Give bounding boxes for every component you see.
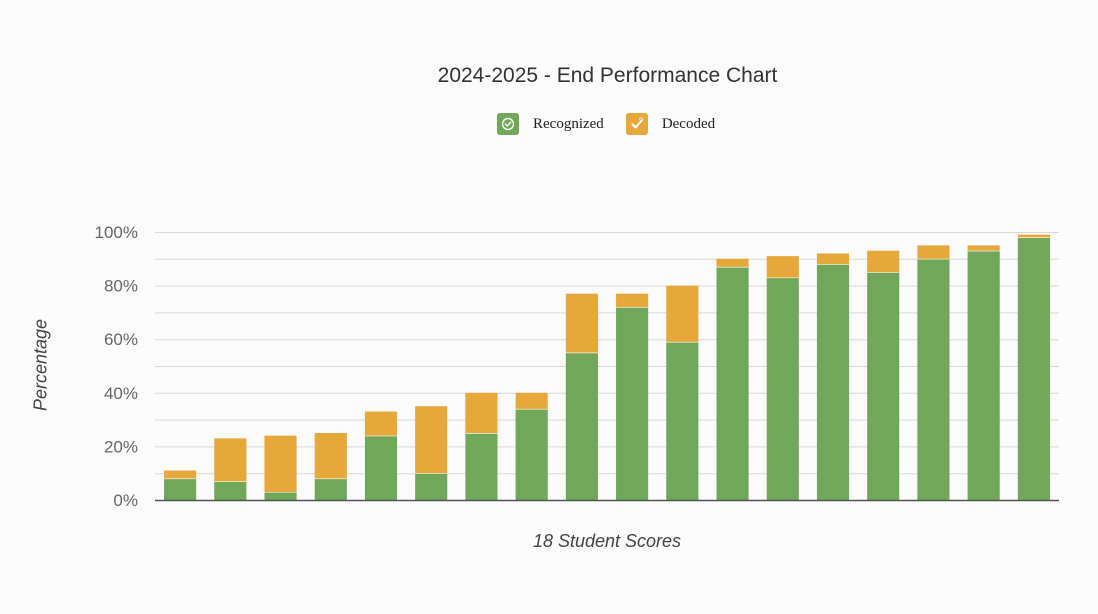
bar-decoded-7	[465, 392, 498, 433]
bar-recognized-7	[465, 433, 498, 500]
legend-item-recognized: Recognized	[497, 113, 604, 135]
bar-decoded-11	[666, 285, 699, 342]
bar-recognized-9	[565, 352, 598, 500]
bar-decoded-8	[515, 392, 548, 409]
bar-decoded-13	[766, 256, 799, 278]
bar-recognized-11	[666, 341, 699, 500]
bar-decoded-16	[917, 245, 950, 259]
bar-recognized-18	[1017, 237, 1050, 501]
bar-recognized-3	[264, 491, 297, 500]
y-tick-label: 80%	[104, 277, 138, 296]
legend-label-decoded: Decoded	[661, 115, 716, 132]
bar-recognized-8	[515, 408, 548, 500]
bar-decoded-2	[214, 438, 247, 482]
bar-recognized-16	[917, 258, 950, 500]
bar-recognized-2	[214, 481, 247, 500]
bar-decoded-18	[1017, 234, 1050, 238]
legend-label-recognized: Recognized	[533, 115, 604, 132]
bar-decoded-1	[164, 470, 197, 479]
bar-decoded-10	[616, 293, 649, 308]
bar-recognized-5	[364, 435, 398, 500]
bar-recognized-13	[766, 277, 799, 500]
chart-title: 2024-2025 - End Performance Chart	[437, 64, 778, 87]
bar-recognized-15	[867, 272, 900, 500]
bar-recognized-6	[415, 473, 448, 500]
bar-recognized-12	[716, 266, 749, 500]
y-tick-label: 100%	[95, 223, 138, 242]
bar-recognized-14	[816, 264, 850, 500]
bar-decoded-15	[867, 250, 900, 273]
bar-decoded-9	[565, 293, 598, 353]
bar-recognized-4	[314, 478, 347, 500]
bar-decoded-17	[967, 245, 1000, 251]
bar-recognized-10	[616, 307, 649, 500]
bar-decoded-6	[415, 406, 448, 474]
bar-decoded-12	[716, 258, 749, 267]
bar-recognized-17	[967, 250, 1000, 500]
bar-recognized-1	[164, 478, 197, 500]
bar-decoded-5	[364, 411, 398, 436]
y-tick-label: 60%	[104, 330, 138, 349]
legend-item-decoded: Decoded	[625, 113, 716, 135]
x-axis-title: 18 Student Scores	[532, 531, 682, 551]
bar-decoded-14	[816, 253, 850, 265]
y-tick-label: 20%	[104, 437, 138, 456]
y-tick-label: 0%	[113, 491, 138, 510]
bar-decoded-4	[314, 433, 347, 479]
bar-decoded-3	[264, 435, 297, 492]
legend: Recognized Decoded	[497, 113, 737, 135]
checkmark-icon	[625, 113, 648, 135]
check-circle-icon	[497, 113, 519, 135]
y-tick-label: 40%	[104, 384, 138, 403]
